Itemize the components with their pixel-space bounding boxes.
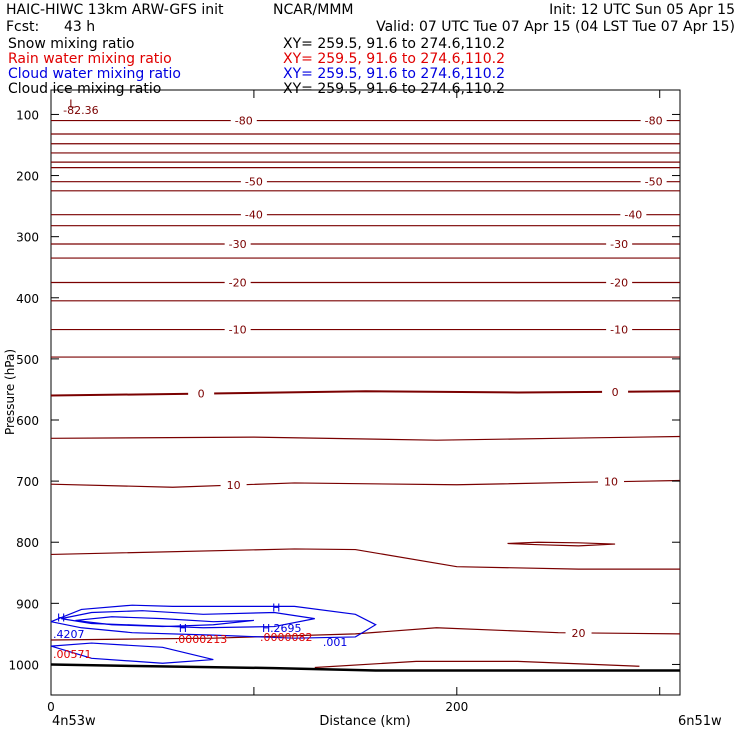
isotherm-label: -80 bbox=[645, 115, 663, 128]
isotherm-label-bg bbox=[188, 387, 215, 400]
init-label: Init: 12 UTC Sun 05 Apr 15 bbox=[549, 2, 735, 18]
isotherm-label-bg bbox=[640, 114, 667, 127]
isotherm-label-bg bbox=[240, 175, 267, 188]
isotherm-label: -20 bbox=[610, 277, 628, 290]
field-xy-rain: XY= 259.5, 91.6 to 274.6,110.2 bbox=[283, 51, 505, 67]
contour-annotation: H.2695 bbox=[262, 622, 302, 635]
contour-annotation: H bbox=[272, 602, 280, 615]
isotherm-label-bg bbox=[640, 175, 667, 188]
isotherm-line bbox=[314, 660, 640, 669]
isotherm-label: -30 bbox=[229, 238, 247, 251]
fcst-label: Fcst: bbox=[6, 19, 39, 35]
fcst-value: 43 h bbox=[64, 19, 95, 35]
y-tick-label: 400 bbox=[16, 292, 39, 306]
isotherm-label: 0 bbox=[612, 386, 619, 399]
plot-frame bbox=[50, 89, 681, 696]
terrain-line bbox=[50, 663, 680, 672]
isotherm-line bbox=[507, 541, 616, 547]
x-tick-label: 200 bbox=[445, 700, 468, 714]
isotherm-line bbox=[50, 390, 681, 397]
y-tick-label: 800 bbox=[16, 536, 39, 550]
isotherm-label-bg bbox=[565, 626, 592, 639]
field-name-cloud-water: Cloud water mixing ratio bbox=[8, 66, 181, 82]
isotherm-label-bg bbox=[602, 385, 629, 398]
isotherm-label-bg bbox=[220, 479, 247, 492]
contour-annotation: -82.36 bbox=[63, 104, 98, 117]
cloud-water-contour bbox=[50, 642, 214, 664]
contour-annotation: .001 bbox=[323, 636, 348, 649]
y-tick-label: 700 bbox=[16, 475, 39, 489]
isotherm-label: -50 bbox=[645, 176, 663, 189]
isotherm-label-bg bbox=[230, 114, 257, 127]
isotherm-label-bg bbox=[224, 276, 251, 289]
contour-annotation: .00571 bbox=[53, 648, 92, 661]
isotherm-label-bg bbox=[598, 475, 625, 488]
isotherm-label: -40 bbox=[245, 209, 263, 222]
temperature-isotherms: -80 -80 -50 -50 -40 -40 -30 -30 -20 -20 -10 -10 0 0 10… bbox=[50, 114, 681, 669]
cloud-water-contour bbox=[75, 616, 254, 628]
y-axis-label: Pressure (hPa) bbox=[3, 349, 17, 435]
y-tick-label: 500 bbox=[16, 353, 39, 367]
x-tick-label: 0 bbox=[47, 700, 55, 714]
y-tick-label: 300 bbox=[16, 231, 39, 245]
contour-annotations: L-82.36H.4207.00571H.0000213HH.2695.0000… bbox=[53, 97, 347, 661]
x-axis: 0 200 bbox=[47, 90, 661, 714]
field-xy-cloud-water: XY= 259.5, 91.6 to 274.6,110.2 bbox=[283, 66, 505, 82]
y-tick-label: 200 bbox=[16, 170, 39, 184]
isotherm-label-bg bbox=[606, 323, 633, 336]
field-name-cloud-ice: Cloud ice mixing ratio bbox=[8, 81, 161, 97]
isotherm-label-bg bbox=[606, 276, 633, 289]
x-start-label: 4n53w bbox=[52, 714, 96, 729]
contour-annotation: H bbox=[179, 622, 187, 635]
contour-annotation: H bbox=[57, 611, 65, 624]
field-name-snow: Snow mixing ratio bbox=[8, 36, 134, 52]
x-axis-label: Distance (km) bbox=[319, 714, 410, 729]
isotherm-label: 0 bbox=[198, 388, 205, 401]
isotherm-label: -40 bbox=[624, 209, 642, 222]
isotherm-label: 20 bbox=[572, 627, 586, 640]
field-legend: Snow mixing ratio XY= 259.5, 91.6 to 274… bbox=[8, 36, 505, 97]
isotherm-label-bg bbox=[224, 238, 251, 250]
isotherm-label-bg bbox=[240, 208, 267, 221]
y-tick-label: 600 bbox=[16, 414, 39, 428]
contour-annotation: .0000082 bbox=[260, 631, 313, 644]
isotherm-label: -80 bbox=[235, 115, 253, 128]
field-xy-cloud-ice: XY= 259.5, 91.6 to 274.6,110.2 bbox=[283, 81, 505, 97]
contour-annotation: L bbox=[69, 97, 76, 110]
cloud-water-contour bbox=[50, 604, 377, 639]
y-tick-label: 900 bbox=[16, 597, 39, 611]
contour-annotation: .0000213 bbox=[175, 633, 228, 646]
y-tick-label: 1000 bbox=[8, 658, 39, 672]
field-xy-snow: XY= 259.5, 91.6 to 274.6,110.2 bbox=[283, 36, 505, 52]
field-name-rain: Rain water mixing ratio bbox=[8, 51, 172, 67]
model-title: HAIC-HIWC 13km ARW-GFS init bbox=[6, 2, 224, 18]
cloud-water-contours bbox=[50, 604, 377, 664]
terrain-surface-line bbox=[50, 663, 680, 672]
isotherm-line bbox=[50, 435, 681, 441]
isotherm-label: -50 bbox=[245, 176, 263, 189]
y-tick-label: 100 bbox=[16, 108, 39, 122]
isotherm-label-bg bbox=[620, 208, 647, 221]
x-end-label: 6n51w bbox=[678, 714, 722, 729]
isotherm-label: -30 bbox=[610, 238, 628, 251]
isotherm-label: -10 bbox=[229, 324, 247, 337]
isotherm-label-bg bbox=[224, 323, 251, 336]
valid-label: Valid: 07 UTC Tue 07 Apr 15 (04 LST Tue … bbox=[376, 19, 735, 35]
isotherm-label: -20 bbox=[229, 277, 247, 290]
org-label: NCAR/MMM bbox=[273, 2, 354, 18]
isotherm-label: 10 bbox=[227, 479, 241, 492]
isotherm-line bbox=[50, 479, 681, 488]
isotherm-label: 10 bbox=[604, 476, 618, 489]
contour-annotation: .4207 bbox=[53, 628, 85, 641]
isotherm-label-bg bbox=[606, 238, 633, 250]
isotherm-label: -10 bbox=[610, 324, 628, 337]
isotherm-line bbox=[50, 548, 680, 570]
